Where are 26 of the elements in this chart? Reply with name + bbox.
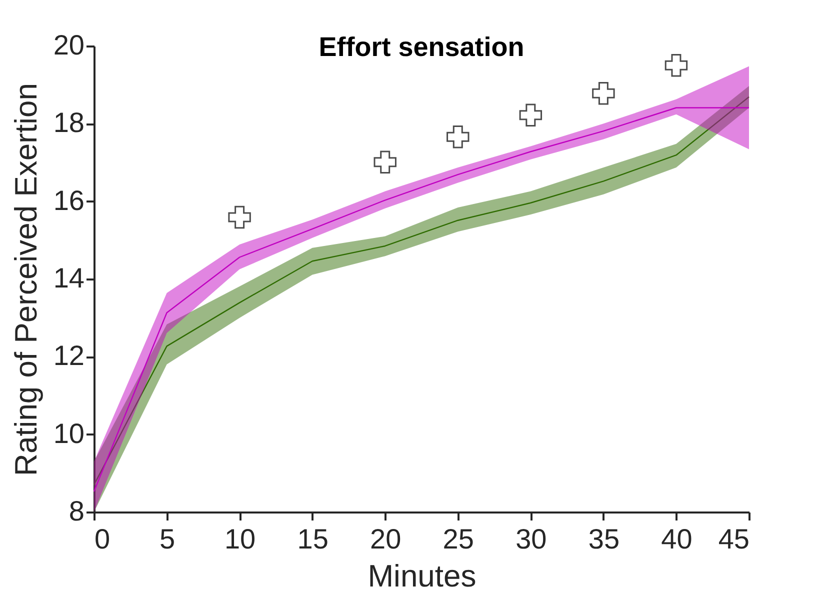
point xyxy=(446,126,470,148)
x-tick-label: 45 xyxy=(718,524,750,554)
x-tick-label: 5 xyxy=(159,524,176,554)
x-axis-title: Minutes xyxy=(368,558,476,594)
y-tick-label: 14 xyxy=(53,262,84,294)
x-tick-label: 30 xyxy=(516,524,547,554)
x-tick-label: 15 xyxy=(297,524,328,554)
y-tick-label: 18 xyxy=(53,107,84,138)
x-tick-label: 35 xyxy=(588,524,620,554)
y-axis-title: Rating of Perceived Exertion xyxy=(8,83,44,476)
point xyxy=(519,104,542,126)
point xyxy=(664,54,688,77)
chart-title: Effort sensation xyxy=(318,32,524,62)
x-tick-label: 10 xyxy=(224,524,256,554)
point xyxy=(228,206,251,229)
y-tick-label: 12 xyxy=(53,340,84,372)
point xyxy=(592,82,615,105)
y-tick-label: 20 xyxy=(53,30,84,60)
x-tick-label: 25 xyxy=(442,524,474,554)
x-tick-label: 40 xyxy=(661,524,692,554)
y-tick-label: 16 xyxy=(53,184,84,216)
point xyxy=(374,150,396,174)
x-tick-label: 20 xyxy=(370,524,402,554)
y-tick-label: 10 xyxy=(53,418,84,449)
y-tick-label: 8 xyxy=(68,496,84,526)
x-tick-label: 0 xyxy=(94,524,110,554)
